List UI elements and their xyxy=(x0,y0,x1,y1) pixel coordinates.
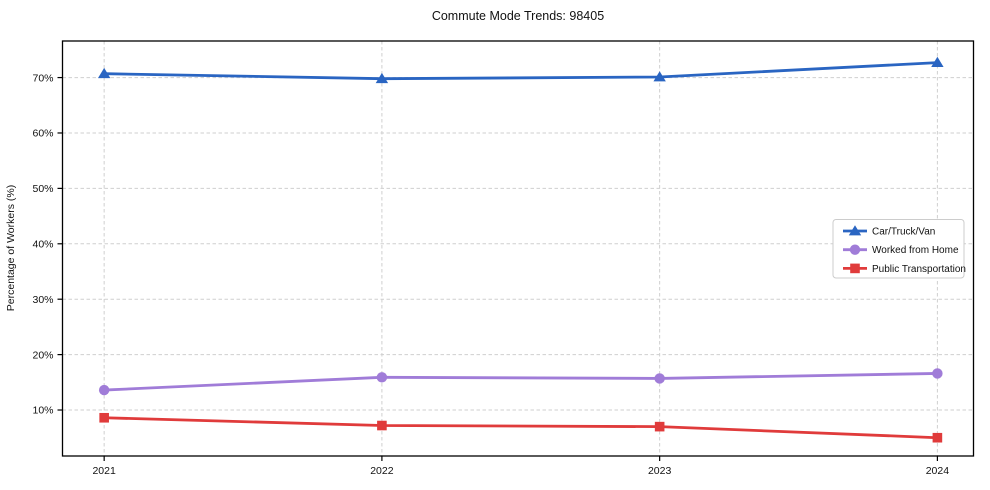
x-tick-label: 2024 xyxy=(926,465,950,477)
series-line-public-transportation xyxy=(102,416,939,440)
legend: Car/Truck/Van Worked from Home Public Tran… xyxy=(832,219,966,279)
series-line-car-truck-van xyxy=(102,61,939,81)
data-marker-worked-from-home xyxy=(376,372,388,383)
legend-box xyxy=(832,219,965,279)
legend-label: Public Transportation xyxy=(872,264,966,275)
data-marker-public-transportation xyxy=(932,432,943,443)
data-marker-public-transportation xyxy=(654,421,665,432)
y-tick-label: 30% xyxy=(32,294,53,306)
legend-item-car-truck-van: Car/Truck/Van xyxy=(843,225,935,238)
x-tick-label: 2021 xyxy=(92,465,116,477)
legend-item-public-transportation: Public Transportation xyxy=(843,263,966,275)
data-marker-public-transportation xyxy=(99,412,109,423)
legend-label: Worked from Home xyxy=(872,245,959,256)
data-marker-public-transportation xyxy=(377,420,387,431)
y-axis-label: Percentage of Workers (%) xyxy=(5,185,17,311)
gridlines-layer xyxy=(62,41,974,456)
y-tick-label: 60% xyxy=(32,128,53,140)
y-tick-label: 10% xyxy=(32,405,53,417)
axes-layer: 10% 20% 30% 40% 50% 60% 70% 2021 2022 2023 2024 xyxy=(32,40,975,477)
legend-marker-circle xyxy=(849,244,861,255)
y-tick-label: 50% xyxy=(32,183,53,195)
legend-marker-triangle xyxy=(848,225,862,236)
chart-title: Commute Mode Trends: 98405 xyxy=(432,9,604,23)
data-marker-worked-from-home xyxy=(98,384,110,396)
plot-border xyxy=(61,40,975,457)
series-layer xyxy=(97,56,944,443)
x-tick-label: 2023 xyxy=(648,465,672,477)
legend-marker-square xyxy=(850,263,860,274)
data-marker-worked-from-home xyxy=(932,368,943,379)
data-marker-car-truck-van xyxy=(653,71,666,82)
data-marker-car-truck-van xyxy=(375,72,389,84)
x-tick-label: 2022 xyxy=(370,465,394,477)
legend-item-worked-from-home: Worked from Home xyxy=(843,244,959,256)
data-marker-worked-from-home xyxy=(654,373,665,384)
y-tick-label: 40% xyxy=(32,238,53,250)
y-tick-label: 70% xyxy=(32,72,53,84)
data-marker-car-truck-van xyxy=(931,56,944,68)
legend-label: Car/Truck/Van xyxy=(872,227,935,238)
series-line-worked-from-home xyxy=(102,372,939,392)
y-tick-label: 20% xyxy=(32,349,53,361)
data-marker-car-truck-van xyxy=(97,67,111,79)
